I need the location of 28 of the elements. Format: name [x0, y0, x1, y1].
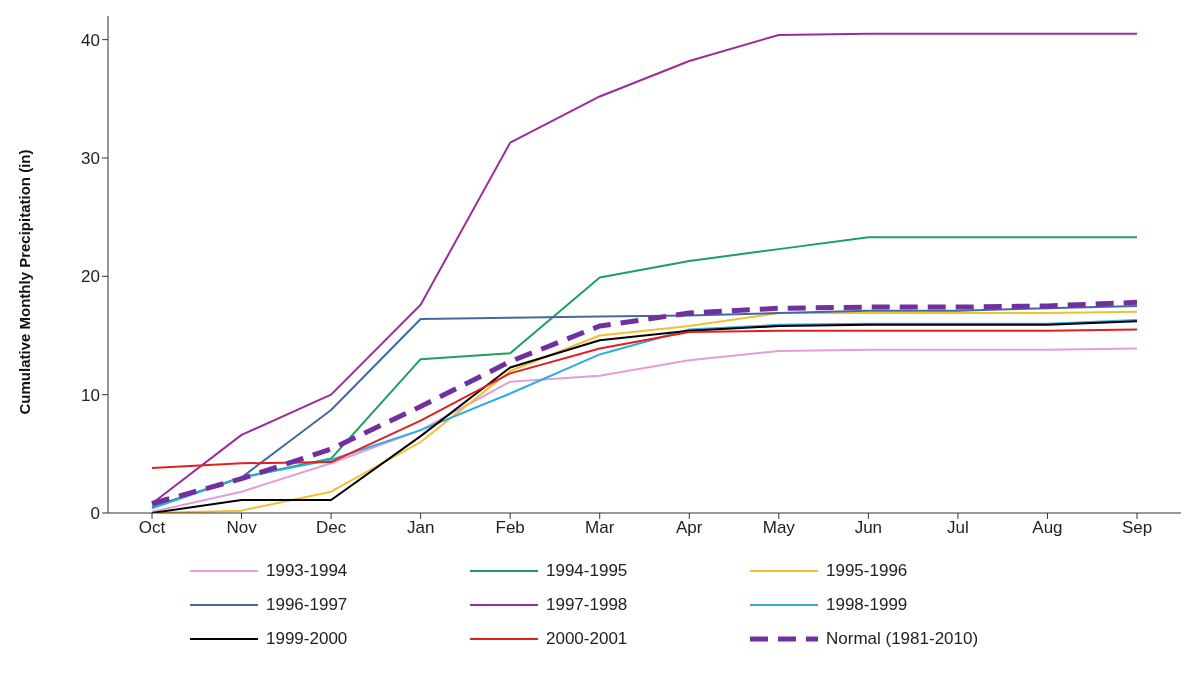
legend-label: Normal (1981-2010): [826, 629, 979, 649]
y-tick-label: 10: [81, 385, 100, 405]
legend-label: 1998-1999: [826, 595, 908, 615]
legend-label: 1993-1994: [266, 561, 348, 581]
y-tick-label: 30: [81, 149, 100, 169]
legend-label: 1994-1995: [546, 561, 628, 581]
y-tick-label: 20: [81, 267, 100, 287]
x-tick-label: Dec: [315, 518, 347, 538]
x-tick-label: Feb: [495, 518, 525, 538]
x-tick-label: Oct: [138, 518, 166, 538]
line-series: [151, 328, 1138, 470]
x-tick-label: Nov: [226, 518, 258, 538]
x-tick-label: Jun: [854, 518, 883, 538]
legend-label: 1997-1998: [546, 595, 628, 615]
x-tick-label: Sep: [1121, 518, 1153, 538]
x-tick-label: Jul: [947, 518, 969, 538]
x-tick-label: Apr: [676, 518, 703, 538]
legend-label: 1996-1997: [266, 595, 348, 615]
legend-label: 1999-2000: [266, 629, 348, 649]
y-tick-label: 40: [81, 30, 100, 50]
y-axis-title: Cumulative Monthly Precipitation (in): [16, 149, 34, 415]
legend-label: 2000-2001: [546, 629, 628, 649]
legend-label: 1995-1996: [826, 561, 908, 581]
x-tick-label: Mar: [585, 518, 615, 538]
x-tick-label: Aug: [1032, 518, 1063, 538]
y-tick-label: 0: [90, 504, 100, 524]
x-tick-label: Jan: [406, 518, 435, 538]
x-tick-label: May: [762, 518, 796, 538]
